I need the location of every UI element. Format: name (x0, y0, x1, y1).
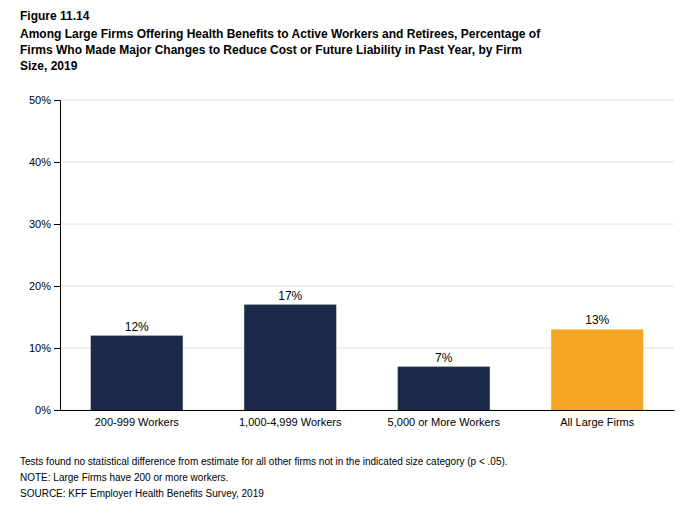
x-axis: 200-999 Workers 1,000-4,999 Workers 5,000 … (61, 411, 675, 428)
y-tick-label: 0% (35, 404, 51, 416)
grid-line (60, 100, 674, 101)
grid (60, 100, 674, 410)
figure-label: Figure 11.14 (20, 9, 90, 23)
x-tick: 5,000 or More Workers (388, 416, 501, 428)
x-tick-label: 5,000 or More Workers (388, 416, 501, 428)
y-tick-label: 20% (29, 280, 51, 292)
x-tick: 200-999 Workers (95, 416, 180, 428)
x-tick-label: 200-999 Workers (95, 416, 180, 428)
y-tick: 50% (29, 94, 60, 106)
y-tick: 10% (29, 342, 60, 354)
footnote: Tests found no statistical difference fr… (20, 456, 508, 467)
y-axis-line (54, 101, 61, 411)
plot: 0% 10% 20% 30% 40% 50% 200-999 Workers 1,000-4,… (29, 94, 675, 428)
y-tick-label: 10% (29, 342, 51, 354)
data-label: 13% (585, 313, 609, 327)
x-tick-label: 1,000-4,999 Workers (239, 416, 342, 428)
grid-line (60, 162, 674, 163)
grid-line (60, 224, 674, 225)
data-label: 17% (278, 289, 302, 303)
y-tick-mark (54, 410, 60, 411)
y-tick-mark (54, 348, 60, 349)
y-axis: 0% 10% 20% 30% 40% 50% (29, 94, 61, 416)
grid-line (60, 286, 674, 287)
y-tick: 40% (29, 156, 60, 168)
y-tick-label: 50% (29, 94, 51, 106)
y-tick-label: 40% (29, 156, 51, 168)
y-tick: 30% (29, 218, 60, 230)
title: Among Large Firms Offering Health Benefi… (20, 27, 541, 41)
bars (91, 305, 644, 410)
data-label: 7% (435, 351, 453, 365)
bar (91, 336, 183, 410)
x-tick: All Large Firms (560, 416, 634, 428)
y-tick-mark (54, 224, 60, 225)
data-labels: 12% 17% 7% 13% (125, 289, 610, 365)
x-tick-label: All Large Firms (560, 416, 634, 428)
y-tick-mark (54, 286, 60, 287)
y-tick: 0% (35, 404, 60, 416)
data-label: 12% (125, 320, 149, 334)
chart-svg: Figure 11.14 Among Large Firms Offering H… (0, 0, 698, 525)
footnote: SOURCE: KFF Employer Health Benefits Sur… (20, 488, 264, 499)
title: Firms Who Made Major Changes to Reduce C… (20, 43, 522, 57)
y-tick-mark (54, 100, 60, 101)
x-tick: 1,000-4,999 Workers (239, 416, 342, 428)
title: Size, 2019 (20, 59, 78, 73)
bar (398, 367, 490, 410)
bar (244, 305, 336, 410)
y-tick-mark (54, 162, 60, 163)
bar (551, 329, 643, 410)
y-tick-label: 30% (29, 218, 51, 230)
x-axis-line (61, 410, 675, 411)
y-tick: 20% (29, 280, 60, 292)
footnote: NOTE: Large Firms have 200 or more worke… (20, 472, 228, 483)
